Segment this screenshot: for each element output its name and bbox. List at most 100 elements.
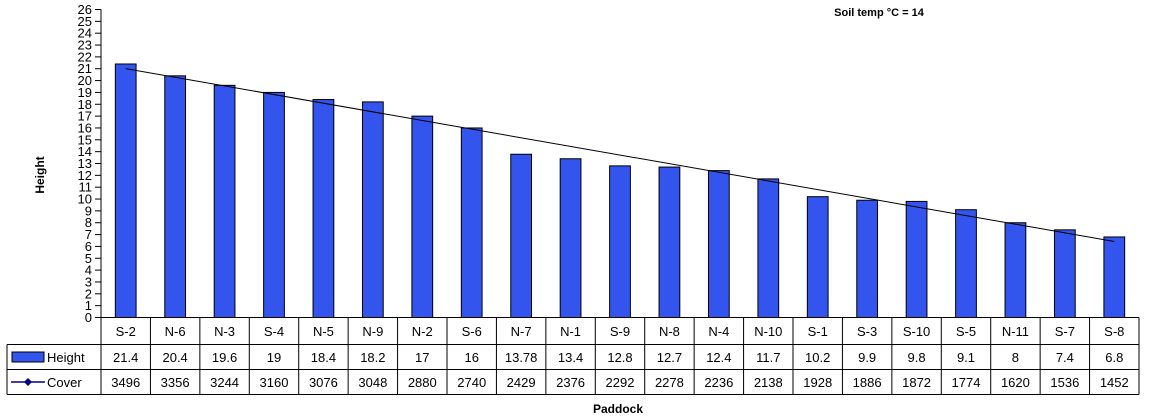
y-tick-label: 7	[85, 227, 92, 242]
table-cell-cover: 3356	[161, 375, 190, 390]
table-cell-cover: 2376	[556, 375, 585, 390]
table-cell-cover: 2740	[457, 375, 486, 390]
soil-temp-annotation: Soil temp °C = 14	[834, 7, 925, 19]
y-tick-label: 19	[78, 85, 92, 100]
table-cell-height: 7.4	[1056, 350, 1074, 365]
bar-height	[757, 178, 780, 318]
bar-height	[1053, 229, 1076, 318]
table-cell-cover: 3076	[309, 375, 338, 390]
table-cell-height: 19	[267, 350, 281, 365]
y-tick-label: 21	[78, 61, 92, 76]
y-tick-label: 23	[78, 38, 92, 53]
y-tick-label: 25	[78, 14, 92, 29]
plot-area: 0123456789101112131415161718192021222324…	[78, 2, 1126, 325]
y-tick-label: 0	[85, 310, 92, 325]
bar-height	[164, 75, 187, 319]
bar-height	[510, 153, 533, 318]
table-cell-height: 18.4	[311, 350, 336, 365]
y-tick-label: 22	[78, 49, 92, 64]
y-tick-label: 24	[78, 26, 92, 41]
category-label: S-6	[462, 324, 482, 339]
table-cell-height: 8	[1012, 350, 1019, 365]
table-cell-height: 11.7	[756, 350, 780, 365]
legend-key-cover-marker	[24, 378, 32, 386]
table-cell-cover: 2429	[507, 375, 536, 390]
table-cell-cover: 3160	[260, 375, 289, 390]
bar-height	[411, 115, 434, 318]
table-cell-cover: 2292	[606, 375, 635, 390]
y-tick-label: 26	[78, 2, 92, 17]
category-label: S-1	[808, 324, 828, 339]
bar-height	[114, 63, 137, 318]
y-tick-label: 8	[85, 215, 92, 230]
table-cell-cover: 2138	[754, 375, 783, 390]
table-cell-height: 6.8	[1105, 350, 1123, 365]
category-label: N-6	[165, 324, 186, 339]
y-tick-label: 9	[85, 203, 92, 218]
y-tick-label: 18	[78, 97, 92, 112]
table-cell-cover: 1452	[1100, 375, 1129, 390]
bar-height	[1004, 222, 1027, 319]
y-tick-label: 17	[78, 109, 92, 124]
bar-height	[955, 209, 977, 318]
y-tick-label: 6	[85, 239, 92, 254]
table-cell-cover: 3496	[111, 375, 140, 390]
table-cell-height: 21.4	[113, 350, 138, 365]
y-tick-label: 10	[78, 192, 92, 207]
bar-height	[609, 165, 631, 318]
table-cell-height: 17	[415, 350, 429, 365]
category-label: S-3	[857, 324, 877, 339]
x-axis-label: Paddock	[593, 402, 643, 416]
y-tick-label: 5	[85, 251, 92, 266]
category-label: S-10	[903, 324, 930, 339]
y-tick-label: 3	[85, 274, 92, 289]
category-label: N-4	[708, 324, 729, 339]
legend-key-height	[11, 351, 45, 363]
bar-height	[806, 196, 829, 319]
table-cell-height: 20.4	[162, 350, 187, 365]
category-label: S-2	[116, 324, 136, 339]
table-cell-cover: 3048	[358, 375, 387, 390]
y-tick-label: 15	[78, 132, 92, 147]
bar-height	[905, 200, 928, 319]
legend-label: Cover	[47, 375, 82, 390]
category-label: N-5	[313, 324, 334, 339]
table-cell-height: 13.78	[505, 350, 538, 365]
table-cell-cover: 1536	[1050, 375, 1079, 390]
y-tick-label: 11	[79, 180, 93, 195]
table-cell-height: 10.2	[805, 350, 830, 365]
y-tick-label: 4	[85, 263, 92, 278]
bar-height	[312, 99, 335, 319]
category-label: S-8	[1104, 324, 1124, 339]
y-axis-label: Height	[33, 156, 47, 193]
bar-height	[460, 127, 483, 319]
category-label: S-5	[956, 324, 976, 339]
category-label: N-7	[511, 324, 532, 339]
category-label: N-10	[754, 324, 782, 339]
table-cell-cover: 2880	[408, 375, 437, 390]
height-trendline	[125, 68, 1115, 242]
category-label: S-7	[1055, 324, 1075, 339]
category-label: N-1	[560, 324, 581, 339]
table-cell-cover: 1774	[952, 375, 981, 390]
table-cell-cover: 1872	[902, 375, 931, 390]
table-cell-height: 9.8	[908, 350, 926, 365]
bar-height	[856, 199, 879, 319]
table-cell-height: 9.1	[957, 350, 975, 365]
category-label: N-2	[412, 324, 433, 339]
table-cell-height: 12.8	[607, 350, 632, 365]
table-cell-cover: 1928	[803, 375, 832, 390]
bar-height	[361, 101, 384, 319]
y-tick-label: 16	[78, 120, 92, 135]
y-tick-label: 20	[78, 73, 92, 88]
category-label: N-11	[1002, 324, 1029, 339]
category-label: S-9	[610, 324, 630, 339]
table-cell-height: 12.4	[706, 350, 731, 365]
table-cell-height: 19.6	[212, 350, 237, 365]
category-label: N-8	[659, 324, 680, 339]
table-cell-cover: 1886	[853, 375, 882, 390]
bar-height	[1103, 236, 1126, 318]
table-cell-height: 18.2	[360, 350, 385, 365]
bar-height	[559, 158, 582, 318]
